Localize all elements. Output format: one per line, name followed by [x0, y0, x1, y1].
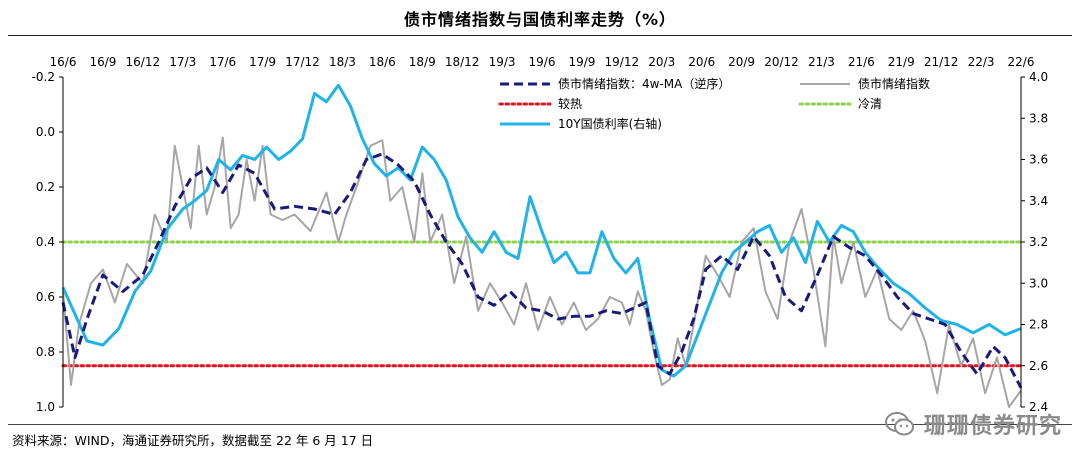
right-axis-tick-label: 2.6: [1029, 359, 1048, 373]
x-axis-tick-label: 17/6: [209, 55, 236, 69]
series-sentiment-index-line: [62, 136, 1022, 408]
source-note: 资料来源：WIND，海通证券研究所，数据截至 22 年 6 月 17 日: [12, 433, 374, 448]
x-axis-tick-label: 21/3: [808, 55, 835, 69]
title-divider: [8, 35, 1072, 36]
legend-label-index: 债市情绪指数: [858, 76, 930, 91]
footer-divider: [8, 424, 1072, 425]
x-axis-tick-label: 18/3: [329, 55, 356, 69]
left-axis-tick-label: 0.8: [36, 345, 55, 359]
watermark: 珊珊债券研究: [884, 408, 1062, 440]
x-axis-tick-label: 17/9: [249, 55, 276, 69]
x-axis-tick-label: 19/6: [529, 55, 556, 69]
right-axis-tick-label: 2.4: [1029, 400, 1048, 414]
x-axis-tick-label: 19/3: [489, 55, 516, 69]
x-axis-tick-label: 16/9: [89, 55, 116, 69]
x-axis-tick-label: 20/12: [764, 55, 799, 69]
left-axis-tick-label: 0.2: [36, 180, 55, 194]
wechat-icon: [884, 412, 914, 436]
chart-title: 债市情绪指数与国债利率走势（%）: [403, 10, 677, 29]
right-axis-tick-label: 2.8: [1029, 318, 1048, 332]
right-axis-tick-label: 3.2: [1029, 235, 1048, 249]
x-axis-tick-label: 20/3: [648, 55, 675, 69]
x-axis-tick-label: 17/3: [169, 55, 196, 69]
x-axis-tick-label: 18/6: [369, 55, 396, 69]
watermark-text: 珊珊债券研究: [923, 414, 1062, 439]
x-axis-tick-label: 21/6: [848, 55, 875, 69]
x-axis-tick-label: 17/12: [285, 55, 320, 69]
x-axis-tick-label: 19/12: [605, 55, 640, 69]
legend-label-cold: 冷清: [858, 97, 882, 111]
right-axis-tick-label: 3.8: [1029, 111, 1048, 125]
x-axis-tick-label: 20/6: [688, 55, 715, 69]
left-axis-tick-label: 0.0: [36, 125, 55, 139]
right-axis-tick-label: 4.0: [1029, 70, 1048, 84]
x-axis-tick-label: 19/9: [568, 55, 595, 69]
left-axis-tick-label: 0.4: [36, 235, 55, 249]
series-sentiment-ma-line: [61, 152, 1023, 389]
right-axis-tick-label: 3.4: [1029, 194, 1048, 208]
series-10y-yield-line: [61, 83, 1022, 378]
legend-label-ma: 债市情绪指数：4w-MA（逆序）: [558, 76, 730, 91]
x-axis-tick-label: 21/12: [924, 55, 959, 69]
left-axis-tick-label: 0.6: [36, 290, 55, 304]
left-axis-tick-label: -0.2: [32, 70, 55, 84]
x-axis-tick-label: 18/12: [445, 55, 480, 69]
x-axis-tick-label: 16/6: [50, 55, 77, 69]
legend-label-hot: 较热: [558, 96, 582, 111]
x-axis-tick-label: 18/9: [409, 55, 436, 69]
x-axis-tick-label: 21/9: [888, 55, 915, 69]
x-axis-tick-label: 22/6: [1008, 55, 1035, 69]
right-axis-tick-label: 3.0: [1029, 276, 1048, 290]
x-axis-tick-label: 16/12: [126, 55, 161, 69]
right-axis-tick-label: 3.6: [1029, 153, 1048, 167]
legend-label-yield: 10Y国债利率(右轴): [558, 116, 662, 131]
x-axis-tick-label: 20/9: [728, 55, 755, 69]
x-axis-tick-label: 22/3: [968, 55, 995, 69]
left-axis-tick-label: 1.0: [36, 400, 55, 414]
